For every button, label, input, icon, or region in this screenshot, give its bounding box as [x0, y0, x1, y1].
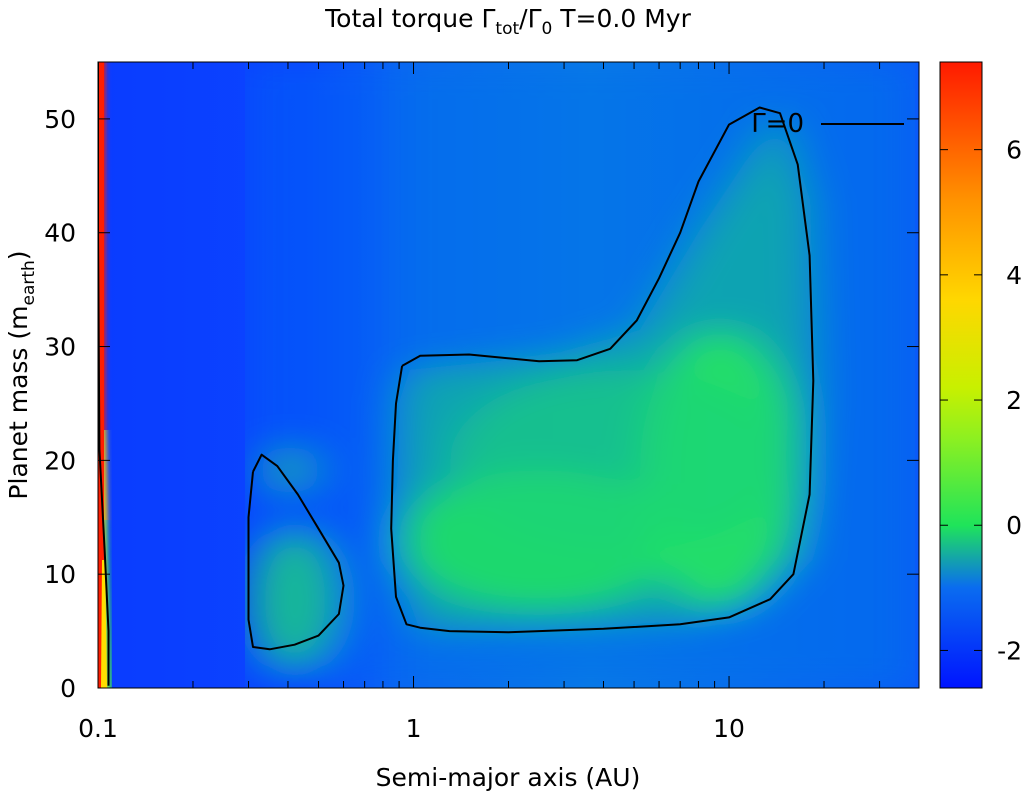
- edge-zero-torque-contour: [98, 62, 110, 686]
- inner-edge-red-band: [98, 62, 104, 688]
- colorbar-tick-label: 4: [1006, 261, 1022, 290]
- chart-title: Total torque Γtot/Γ0 T=0.0 Myr: [324, 4, 691, 39]
- y-tick-label: 10: [44, 560, 76, 589]
- colorbar-tick-label: 2: [1006, 386, 1022, 415]
- zero-torque-contours: [98, 62, 815, 686]
- colorbar-tick-label: -2: [997, 636, 1022, 665]
- x-tick-label: 10: [713, 714, 745, 743]
- y-axis: 0 10 20 30 40 50: [44, 105, 919, 703]
- legend: Γ=0: [751, 109, 904, 139]
- colorbar-tick-label: 0: [1006, 511, 1022, 540]
- inner-zero-torque-contour: [247, 453, 345, 651]
- colorbar-ticks: -2 0 2 4 6: [940, 136, 1022, 665]
- colorbar-gradient: [940, 62, 982, 688]
- x-axis-label: Semi-major axis (AU): [376, 763, 641, 792]
- colorbar: -2 0 2 4 6: [939, 61, 1022, 689]
- colorbar-frame: [939, 61, 983, 689]
- x-tick-label: 0.1: [78, 714, 118, 743]
- y-tick-label: 0: [60, 674, 76, 703]
- legend-label: Γ=0: [751, 109, 804, 139]
- y-tick-label: 40: [44, 219, 76, 248]
- x-axis: 0.1 1 10: [78, 62, 920, 743]
- inner-edge-yellow-band: [101, 560, 107, 688]
- y-axis-label: Planet mass (mearth): [4, 250, 39, 499]
- colorbar-tick-label: 6: [1006, 136, 1022, 165]
- y-tick-label: 50: [44, 105, 76, 134]
- y-tick-label: 20: [44, 446, 76, 475]
- heatmap-blobs: [245, 62, 915, 688]
- heatmap-field: [98, 62, 919, 688]
- x-tick-label: 1: [406, 714, 422, 743]
- outer-zero-torque-contour: [390, 106, 815, 634]
- y-tick-label: 30: [44, 333, 76, 362]
